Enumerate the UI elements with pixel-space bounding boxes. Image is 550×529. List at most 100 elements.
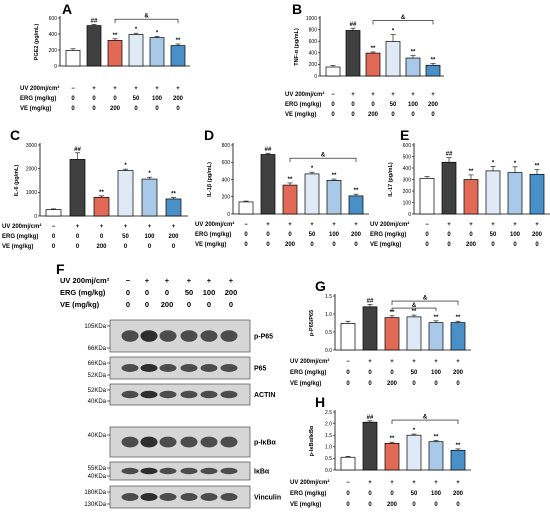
treatment-row-label-erg: ERG (mg/kg) [285,102,321,108]
blot-band [220,390,238,399]
blot-band [180,493,198,501]
treatment-value: 0 [92,106,96,112]
treatment-value: 100 [144,234,155,240]
treatment-value: 0 [434,381,438,387]
comparison-bracket [289,157,357,163]
treatment-value: 100 [152,96,163,102]
y-tick-label: 100 [403,200,412,206]
blot-band [140,436,158,448]
treatment-row-label-ve: VE (mg/kg) [20,106,51,112]
significance-label: ** [469,169,474,175]
blot-band [220,436,238,448]
blot-treatment-value: 200 [161,300,174,309]
treatment-value: 0 [390,491,394,497]
y-tick-label: 200 [49,48,58,54]
comparison-bracket-inner [391,307,437,312]
treatment-value: 0 [332,242,336,248]
y-axis-label: TNF-α (pg/mL) [294,28,300,66]
treatment-value: 100 [329,232,340,238]
treatment-value: 50 [411,370,418,376]
treatment-value: 0 [469,232,473,238]
treatment-value: 0 [425,232,429,238]
y-tick-label: 1.5 [325,294,332,300]
y-tick-label: 1.0 [325,445,332,451]
treatment-value: 0 [244,232,248,238]
treatment-value: 50 [411,491,418,497]
y-tick-label: 2000 [26,166,37,172]
treatment-value: + [390,480,394,486]
bar [345,30,361,77]
bar [141,178,158,217]
panel-letter: E [400,127,409,143]
treatment-value: + [412,359,416,365]
y-tick-label: 800 [222,143,231,149]
comparison-bracket [391,419,459,425]
treatment-value: 100 [408,102,419,108]
treatment-value: 0 [100,234,104,240]
comparison-bracket [114,18,179,24]
significance-label: ** [412,309,417,315]
blot-band [180,467,198,475]
treatment-row-label-ve: VE (mg/kg) [2,244,33,250]
treatment-value: + [368,480,372,486]
treatment-value: 0 [92,96,96,102]
y-tick-label: 200 [403,189,412,195]
y-tick-label: 600 [309,39,318,45]
significance-label: * [514,161,517,167]
blot-band [220,467,238,475]
blot-protein-label: p-IκBα [254,440,277,447]
y-tick-label: 0.5 [325,456,332,462]
marker-label: 40KDa [88,474,107,480]
bar [362,306,378,351]
treatment-value: 0 [172,244,176,250]
blot-band [200,330,218,342]
significance-label: ** [535,164,540,170]
treatment-value: 0 [346,381,350,387]
bar [441,161,457,215]
treatment-value: + [447,222,451,228]
treatment-row-label-ve: VE (mg/kg) [285,112,316,118]
bar [348,195,364,215]
bar [86,25,102,67]
blot-band [159,467,177,475]
treatment-value: + [155,86,159,92]
treatment-value: 0 [71,96,75,102]
significance-label: * [124,163,127,169]
treatment-value: 200 [110,106,121,112]
blot-band [159,330,177,342]
blot-band [180,436,198,448]
blot-treatment-value: + [229,276,234,285]
treatment-value: 200 [285,242,296,248]
treatment-value: 0 [456,502,460,508]
blot-treatment-value: + [207,276,212,285]
bracket-label: & [321,153,326,159]
bar [282,184,298,215]
blot-protein-label: p-P65 [254,334,273,341]
blot-treatment-value: + [187,276,192,285]
y-tick-label: 200 [222,195,231,201]
y-tick-label: 0 [34,214,37,220]
treatment-value: 0 [244,242,248,248]
treatment-value: 0 [390,370,394,376]
treatment-value: 200 [387,381,398,387]
bar [107,40,123,67]
bar [362,421,378,471]
y-tick-label: 2.5 [325,410,332,416]
significance-label: ## [74,147,81,153]
significance-label: ** [113,33,118,39]
treatment-value: + [513,222,517,228]
treatment-value: 0 [368,491,372,497]
treatment-row-label-erg: ERG (mg/kg) [290,491,326,497]
treatment-value: + [390,359,394,365]
bar [365,52,381,77]
treatment-value: + [456,359,460,365]
y-tick-label: 0.0 [325,468,332,474]
treatment-value: 200 [453,370,464,376]
marker-label: 52KDa [88,388,107,394]
blot-panel-f: FUV 200mj/cm² − + + + + + ERG (mg/kg) 0 0 0 50 100 20… [56,261,281,509]
treatment-row-label-uv: UV 200mj/cm² [20,85,59,92]
treatment-value: 0 [310,242,314,248]
treatment-value: − [425,222,429,228]
treatment-value: − [244,222,248,228]
